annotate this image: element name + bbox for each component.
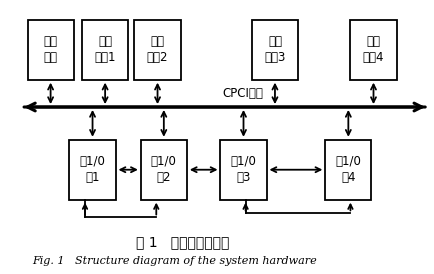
Text: 后1/0
板2: 后1/0 板2 bbox=[151, 155, 176, 184]
Text: 处理
板卡3: 处理 板卡3 bbox=[264, 35, 285, 64]
Text: 后1/0
板4: 后1/0 板4 bbox=[335, 155, 361, 184]
Text: Fig. 1   Structure diagram of the system hardware: Fig. 1 Structure diagram of the system h… bbox=[32, 256, 316, 266]
Bar bbox=[251, 20, 297, 80]
Bar bbox=[141, 140, 187, 200]
Text: CPCI总线: CPCI总线 bbox=[222, 87, 263, 100]
Bar bbox=[69, 140, 115, 200]
Text: 处理
板卡4: 处理 板卡4 bbox=[362, 35, 383, 64]
Text: 处理
板卡1: 处理 板卡1 bbox=[94, 35, 115, 64]
Bar bbox=[134, 20, 180, 80]
Text: 后1/0
板1: 后1/0 板1 bbox=[79, 155, 105, 184]
Bar bbox=[27, 20, 73, 80]
Bar bbox=[220, 140, 266, 200]
Text: 系统
主板: 系统 主板 bbox=[43, 35, 57, 64]
Text: 处理
板卡2: 处理 板卡2 bbox=[146, 35, 168, 64]
Text: 后1/0
板3: 后1/0 板3 bbox=[230, 155, 256, 184]
Bar bbox=[325, 140, 371, 200]
Bar bbox=[82, 20, 128, 80]
Bar bbox=[350, 20, 396, 80]
Text: 图 1   系统硬件结构图: 图 1 系统硬件结构图 bbox=[136, 235, 229, 249]
